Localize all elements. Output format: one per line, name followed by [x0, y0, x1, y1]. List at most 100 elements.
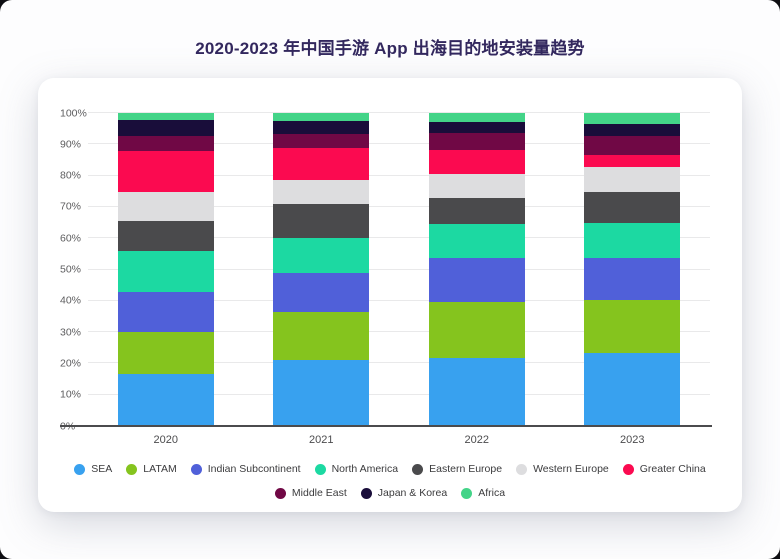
gridline	[88, 331, 710, 333]
legend-label: Africa	[478, 487, 506, 499]
legend-dot-icon	[461, 487, 473, 499]
y-axis: 0%10%20%30%40%50%60%70%80%90%100%	[60, 108, 90, 431]
gridline	[88, 174, 710, 176]
bar-segment-greater-china-2020	[117, 151, 214, 192]
y-axis-tick-label: 30%	[60, 325, 82, 338]
legend-item-eastern-europe: Eastern Europe	[412, 463, 502, 475]
gridline	[88, 237, 710, 239]
legend-label: Western Europe	[533, 463, 609, 475]
bar-segment-eastern-europe-2020	[117, 221, 214, 251]
legend-label: Japan & Korea	[377, 487, 448, 499]
bars-container	[88, 113, 710, 426]
bar-segment-japan-korea-2021	[273, 121, 370, 135]
legend-item-north-america: North America	[314, 463, 399, 475]
legend-label: Greater China	[639, 463, 706, 475]
bar-segment-western-europe-2021	[273, 180, 370, 204]
bar-segment-western-europe-2020	[117, 191, 214, 222]
bar-segment-greater-china-2023	[584, 154, 681, 167]
legend-item-japan-korea: Japan & Korea	[360, 487, 448, 499]
legend-dot-icon	[360, 487, 372, 499]
x-axis-line	[60, 425, 712, 427]
x-axis-label-2022: 2022	[464, 434, 489, 446]
bar-segment-latam-2021	[273, 312, 370, 361]
legend: SEA LATAM Indian Subcontinent North America…	[38, 457, 742, 505]
bar-segment-latam-2023	[584, 300, 681, 354]
bar-segment-middle-east-2022	[428, 133, 525, 151]
y-axis-tick-label: 50%	[60, 263, 82, 276]
legend-item-africa: Africa	[461, 487, 505, 499]
chart-card: 0%10%20%30%40%50%60%70%80%90%100% 202020…	[38, 78, 742, 512]
bar-segment-middle-east-2021	[273, 134, 370, 148]
stacked-bar-2022	[428, 113, 525, 426]
stacked-bar-2020	[117, 113, 214, 426]
bar-segment-africa-2022	[428, 113, 525, 122]
legend-dot-icon	[516, 463, 528, 475]
y-axis-tick-label: 60%	[60, 231, 82, 244]
bar-segment-africa-2021	[273, 113, 370, 122]
bar-segment-sea-2023	[584, 353, 681, 426]
legend-item-western-europe: Western Europe	[516, 463, 609, 475]
gridline	[88, 268, 710, 270]
legend-dot-icon	[314, 463, 326, 475]
legend-row: Middle East Japan & Korea Africa	[38, 481, 742, 505]
legend-item-indian-subcontinent: Indian Subcontinent	[190, 463, 301, 475]
bar-segment-north-america-2023	[584, 222, 681, 258]
bar-segment-middle-east-2020	[117, 136, 214, 152]
bar-segment-north-america-2021	[273, 238, 370, 274]
y-axis-tick-label: 80%	[60, 169, 82, 182]
gridline	[88, 143, 710, 145]
x-axis-label-2021: 2021	[309, 434, 334, 446]
legend-dot-icon	[126, 463, 138, 475]
bar-segment-greater-china-2021	[273, 147, 370, 181]
x-axis-label-2020: 2020	[153, 434, 178, 446]
gridline	[88, 299, 710, 301]
bar-segment-eastern-europe-2022	[428, 197, 525, 224]
bar-segment-africa-2023	[584, 113, 681, 124]
gridline	[88, 112, 710, 113]
bar-segment-north-america-2020	[117, 250, 214, 293]
y-axis-tick-label: 20%	[60, 357, 82, 370]
legend-dot-icon	[74, 463, 86, 475]
bar-segment-eastern-europe-2023	[584, 191, 681, 223]
bar-group-2023	[555, 113, 711, 426]
chart-title: 2020-2023 年中国手游 App 出海目的地安装量趋势	[195, 39, 585, 58]
bar-segment-greater-china-2022	[428, 150, 525, 175]
bar-segment-latam-2022	[428, 301, 525, 359]
bar-segment-japan-korea-2020	[117, 119, 214, 137]
legend-row: SEA LATAM Indian Subcontinent North America…	[38, 457, 742, 481]
y-axis-tick-label: 10%	[60, 388, 82, 401]
gridline	[88, 205, 710, 207]
legend-item-sea: SEA	[74, 463, 112, 475]
legend-label: North America	[331, 463, 399, 475]
legend-dot-icon	[622, 463, 634, 475]
bar-group-2021	[244, 113, 400, 426]
bar-segment-indian-subcontinent-2020	[117, 292, 214, 333]
plot-area	[60, 112, 712, 427]
y-axis-tick-label: 100%	[60, 106, 87, 119]
y-axis-tick-label: 90%	[60, 138, 82, 151]
y-axis-tick-label: 70%	[60, 200, 82, 213]
bar-segment-latam-2020	[117, 332, 214, 375]
legend-item-greater-china: Greater China	[622, 463, 706, 475]
bar-segment-indian-subcontinent-2023	[584, 257, 681, 301]
bar-segment-western-europe-2023	[584, 166, 681, 192]
legend-label: Indian Subcontinent	[207, 463, 301, 475]
bar-segment-japan-korea-2022	[428, 121, 525, 134]
bar-segment-eastern-europe-2021	[273, 203, 370, 239]
gridline	[88, 393, 710, 395]
bar-segment-indian-subcontinent-2021	[273, 273, 370, 313]
stacked-bar-2023	[584, 113, 681, 426]
bar-segment-sea-2021	[273, 360, 370, 426]
bar-segment-sea-2020	[117, 374, 214, 426]
legend-dot-icon	[412, 463, 424, 475]
y-axis-tick-label: 40%	[60, 294, 82, 307]
stacked-bar-2021	[273, 113, 370, 426]
legend-item-middle-east: Middle East	[274, 487, 347, 499]
bar-segment-middle-east-2023	[584, 135, 681, 155]
bar-group-2020	[88, 113, 244, 426]
gridline	[88, 362, 710, 364]
legend-dot-icon	[274, 487, 286, 499]
legend-label: Middle East	[291, 487, 347, 499]
bar-segment-sea-2022	[428, 358, 525, 426]
